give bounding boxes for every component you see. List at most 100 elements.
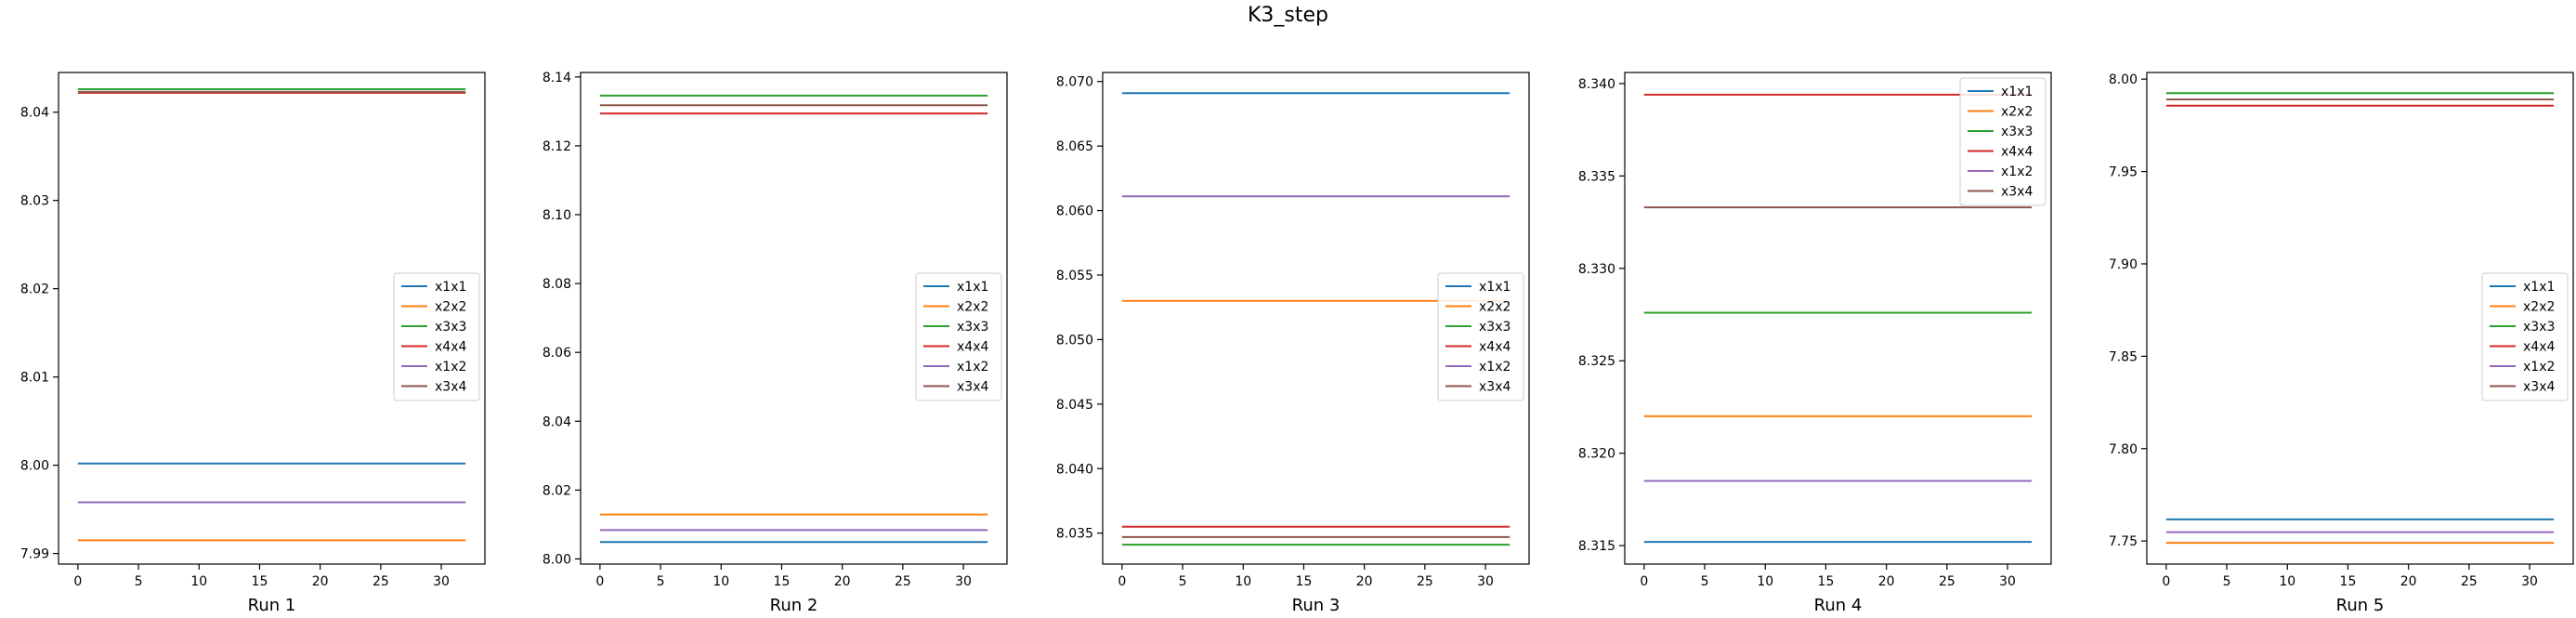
axes-frame — [58, 72, 486, 565]
x-tick-label: 0 — [2162, 574, 2170, 589]
x-tick-label: 20 — [834, 574, 851, 589]
y-tick-label: 8.03 — [20, 194, 49, 209]
y-tick-label: 8.320 — [1578, 447, 1615, 462]
x-axis-label: Run 2 — [770, 596, 818, 615]
legend-label-x2x2: x2x2 — [2523, 300, 2555, 315]
x-tick-label: 5 — [1179, 574, 1187, 589]
x-tick-label: 10 — [1235, 574, 1251, 589]
x-tick-label: 15 — [1296, 574, 1313, 589]
x-tick-label: 10 — [2279, 574, 2295, 589]
subplot-run-1: 0 5 10 15 20 25 30 7.99 8.00 8.01 8.02 8.03 8.04 Run … — [20, 72, 486, 615]
y-tick-label: 8.315 — [1578, 539, 1615, 554]
y-tick-label: 8.325 — [1578, 354, 1615, 369]
legend-label-x3x4: x3x4 — [957, 380, 988, 395]
x-tick-label: 15 — [2340, 574, 2357, 589]
x-tick-label: 0 — [1640, 574, 1648, 589]
x-tick-label: 25 — [1417, 574, 1433, 589]
y-tick-label: 8.00 — [2109, 72, 2138, 87]
x-axis-label: Run 5 — [2336, 596, 2385, 615]
x-tick-label: 10 — [1757, 574, 1773, 589]
subplot-run-4: 0 5 10 15 20 25 30 8.315 8.320 8.325 8.330 8.335 8.3… — [1578, 72, 2052, 615]
subplot-run-2: 0 5 10 15 20 25 30 8.00 8.02 8.04 8.06 8.08 8.10 8.12… — [543, 71, 1008, 615]
legend-label-x3x3: x3x3 — [2523, 320, 2555, 335]
axes-frame — [1102, 72, 1530, 565]
legend-box — [393, 272, 480, 401]
legend-box — [1437, 272, 1524, 401]
x-tick-label: 0 — [73, 574, 82, 589]
y-tick-label: 8.065 — [1056, 139, 1093, 154]
y-tick-label: 8.02 — [543, 483, 571, 498]
legend-label-x1x1: x1x1 — [2523, 280, 2555, 295]
y-tick-label: 8.00 — [543, 552, 571, 567]
y-tick-label: 8.10 — [543, 208, 571, 223]
legend: x1x1 x2x2 x3x3 x4x4 x1x2 x3x4 — [2481, 272, 2569, 401]
x-tick-label: 30 — [2521, 574, 2538, 589]
legend-label-x2x2: x2x2 — [957, 300, 988, 315]
y-tick-label: 8.340 — [1578, 77, 1615, 92]
legend: x1x1 x2x2 x3x3 x4x4 x1x2 x3x4 — [1437, 272, 1524, 401]
y-tick-label: 7.95 — [2109, 165, 2138, 180]
x-tick-label: 5 — [2223, 574, 2231, 589]
legend-box — [915, 272, 1002, 401]
legend-box — [1959, 77, 2046, 206]
legend-label-x3x4: x3x4 — [2523, 380, 2555, 395]
axes-frame — [1624, 72, 2052, 565]
y-tick-label: 8.08 — [543, 277, 571, 292]
y-tick-label: 8.040 — [1056, 462, 1093, 477]
x-tick-label: 5 — [657, 574, 665, 589]
figure-title: K3_step — [1247, 4, 1328, 27]
x-tick-label: 25 — [1939, 574, 1955, 589]
axes-frame — [2146, 72, 2574, 565]
legend-box — [2481, 272, 2569, 401]
legend: x1x1 x2x2 x3x3 x4x4 x1x2 x3x4 — [1959, 77, 2046, 206]
y-tick-label: 8.04 — [20, 106, 49, 121]
y-tick-label: 8.060 — [1056, 204, 1093, 219]
y-tick-label: 7.90 — [2109, 257, 2138, 272]
y-tick-label: 8.06 — [543, 346, 571, 361]
y-tick-label: 8.050 — [1056, 333, 1093, 348]
legend-label-x2x2: x2x2 — [2001, 105, 2033, 120]
x-tick-label: 25 — [2461, 574, 2478, 589]
y-tick-label: 8.02 — [20, 283, 49, 297]
y-tick-label: 8.035 — [1056, 527, 1093, 542]
x-tick-label: 30 — [1477, 574, 1494, 589]
y-tick-label: 8.14 — [543, 71, 571, 85]
legend-label-x1x1: x1x1 — [435, 280, 466, 295]
x-tick-label: 10 — [190, 574, 207, 589]
x-tick-label: 25 — [373, 574, 389, 589]
y-tick-label: 8.330 — [1578, 262, 1615, 277]
legend-label-x3x4: x3x4 — [2001, 185, 2033, 200]
x-axis-label: Run 4 — [1814, 596, 1863, 615]
x-tick-label: 0 — [1118, 574, 1126, 589]
x-tick-label: 15 — [252, 574, 268, 589]
x-tick-label: 20 — [312, 574, 329, 589]
y-tick-label: 8.335 — [1578, 169, 1615, 184]
legend-label-x3x3: x3x3 — [2001, 125, 2033, 139]
legend-label-x4x4: x4x4 — [1479, 340, 1510, 355]
x-tick-label: 30 — [955, 574, 972, 589]
x-tick-label: 5 — [1701, 574, 1709, 589]
legend-label-x1x1: x1x1 — [957, 280, 988, 295]
x-tick-label: 30 — [1999, 574, 2016, 589]
legend-label-x1x2: x1x2 — [1479, 360, 1510, 375]
y-tick-label: 7.99 — [20, 547, 49, 562]
legend-label-x3x3: x3x3 — [957, 320, 988, 335]
x-tick-label: 5 — [135, 574, 143, 589]
x-tick-label: 15 — [774, 574, 791, 589]
legend-label-x3x4: x3x4 — [1479, 380, 1510, 395]
x-tick-label: 10 — [713, 574, 729, 589]
y-tick-label: 8.045 — [1056, 398, 1093, 413]
legend-label-x3x3: x3x3 — [435, 320, 466, 335]
legend-label-x3x3: x3x3 — [1479, 320, 1510, 335]
x-axis-label: Run 1 — [248, 596, 296, 615]
x-axis-label: Run 3 — [1292, 596, 1340, 615]
x-tick-label: 20 — [1878, 574, 1895, 589]
y-tick-label: 7.75 — [2109, 534, 2138, 549]
legend-label-x1x1: x1x1 — [2001, 85, 2033, 99]
legend-label-x4x4: x4x4 — [957, 340, 988, 355]
legend: x1x1 x2x2 x3x3 x4x4 x1x2 x3x4 — [915, 272, 1002, 401]
legend-label-x3x4: x3x4 — [435, 380, 466, 395]
legend-label-x4x4: x4x4 — [2523, 340, 2555, 355]
